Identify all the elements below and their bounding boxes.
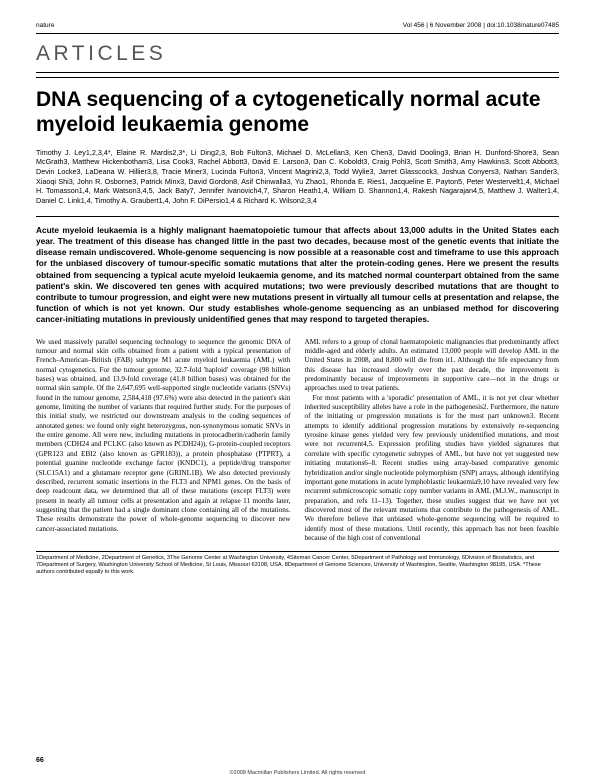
section-label: ARTICLES	[36, 42, 559, 66]
rule	[36, 72, 559, 73]
journal-name: nature	[36, 22, 54, 29]
issue-info: Vol 456 | 6 November 2008 | doi:10.1038/…	[403, 22, 559, 29]
article-title: DNA sequencing of a cytogenetically norm…	[36, 88, 559, 138]
rule	[36, 77, 559, 78]
body-paragraph: We used massively parallel sequencing te…	[36, 338, 291, 535]
page-number: 66	[36, 757, 44, 764]
abstract: Acute myeloid leukaemia is a highly mali…	[36, 225, 559, 326]
body-columns: We used massively parallel sequencing te…	[36, 338, 559, 544]
right-column: AML refers to a group of clonal haematop…	[305, 338, 560, 544]
copyright: ©2008 Macmillan Publishers Limited. All …	[0, 770, 595, 776]
header-bar: nature Vol 456 | 6 November 2008 | doi:1…	[36, 22, 559, 29]
author-list: Timothy J. Ley1,2,3,4*, Elaine R. Mardis…	[36, 148, 559, 206]
body-paragraph: For most patients with a 'sporadic' pres…	[305, 394, 560, 544]
rule	[36, 33, 559, 34]
left-column: We used massively parallel sequencing te…	[36, 338, 291, 544]
affiliations: 1Department of Medicine, 2Department of …	[36, 551, 559, 576]
body-paragraph: AML refers to a group of clonal haematop…	[305, 338, 560, 394]
